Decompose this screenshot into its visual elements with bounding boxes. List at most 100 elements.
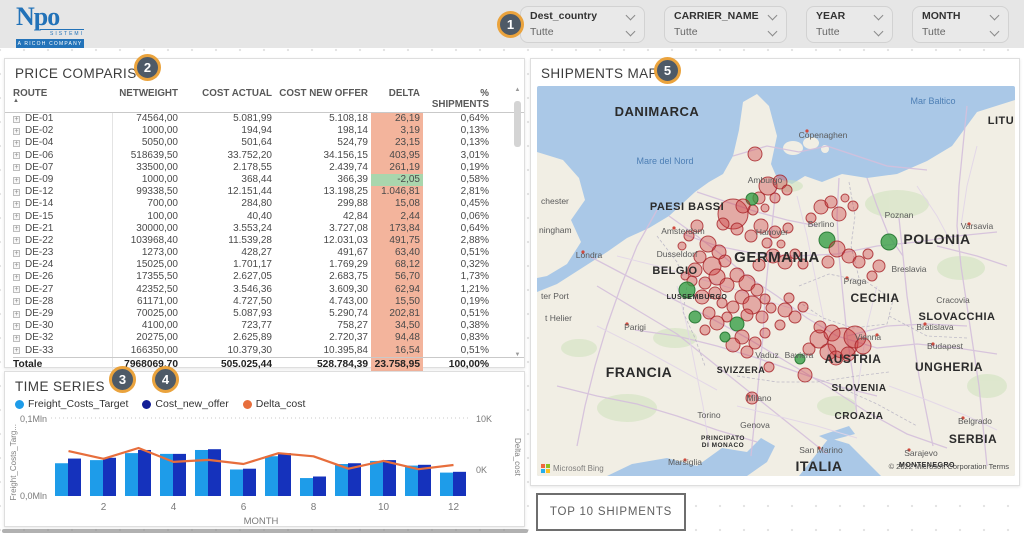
filter-value-row[interactable]: Tutte [922, 26, 999, 38]
table-row[interactable]: +DE-0174564,005.081,995.108,1826,190,64% [13, 113, 524, 125]
table-row[interactable]: +DE-2415025,001.701,171.769,2968,120,32% [13, 259, 524, 271]
chevron-down-icon[interactable] [626, 28, 635, 37]
chevron-down-icon[interactable] [990, 28, 999, 37]
shipment-bubble [762, 238, 772, 248]
pct-shipments-cell: 0,19% [423, 162, 503, 174]
delta-cell: 16,54 [371, 345, 423, 357]
expand-plus-icon[interactable]: + [13, 128, 20, 135]
expand-plus-icon[interactable]: + [13, 189, 20, 196]
chevron-down-icon[interactable] [768, 28, 777, 37]
shipment-bubble [748, 147, 762, 161]
table-scrollbar[interactable]: ▲ ▼ [513, 87, 522, 359]
column-header[interactable]: DELTA [371, 88, 423, 110]
table-row[interactable]: +DE-2617355,502.627,052.683,7556,701,73% [13, 271, 524, 283]
shipment-bubble [766, 303, 776, 313]
scroll-down-icon[interactable]: ▼ [513, 352, 522, 359]
expand-plus-icon[interactable]: + [13, 323, 20, 330]
expand-plus-icon[interactable]: + [13, 201, 20, 208]
shipment-bubble [873, 260, 885, 272]
expand-plus-icon[interactable]: + [13, 262, 20, 269]
filter-year[interactable]: YEAR Tutte [806, 6, 893, 43]
column-header[interactable]: ROUTE▲ [13, 88, 113, 110]
pct-shipments-cell: 0,64% [423, 223, 503, 235]
table-row[interactable]: +DE-0733500,002.178,552.439,74261,190,19… [13, 162, 524, 174]
column-header[interactable]: COST ACTUAL [181, 88, 275, 110]
company-logo: Npo SISTEMI A RICOH COMPANY [16, 4, 88, 48]
horizontal-scrollbar[interactable] [2, 529, 528, 533]
bar-cost-new-offer [68, 459, 81, 496]
shipment-bubble [841, 194, 849, 202]
legend-item[interactable]: Cost_new_offer [142, 398, 228, 410]
chevron-down-icon[interactable] [990, 12, 999, 21]
map-attribution: © 2022 Microsoft Corporation Terms [889, 462, 1009, 471]
legend-item[interactable]: Delta_cost [243, 398, 306, 410]
expand-plus-icon[interactable]: + [13, 274, 20, 281]
column-header[interactable]: COST NEW OFFER [275, 88, 371, 110]
scroll-up-icon[interactable]: ▲ [513, 87, 522, 94]
table-row[interactable]: +DE-091000,00368,44366,39-2,050,58% [13, 174, 524, 186]
column-header[interactable]: % SHIPMENTS [423, 88, 503, 110]
route-cell: +DE-24 [13, 259, 113, 271]
chevron-down-icon[interactable] [874, 12, 883, 21]
filter-dest_country[interactable]: Dest_countryTutte [520, 6, 645, 43]
table-row[interactable]: +DE-33166350,0010.379,3010.395,8416,540,… [13, 345, 524, 357]
table-row[interactable]: +DE-304100,00723,77758,2734,500,38% [13, 320, 524, 332]
expand-plus-icon[interactable]: + [13, 250, 20, 257]
time-series-title: TIME SERIES [5, 372, 524, 394]
expand-plus-icon[interactable]: + [13, 311, 20, 318]
table-row[interactable]: +DE-231273,00428,27491,6763,400,51% [13, 247, 524, 259]
expand-plus-icon[interactable]: + [13, 177, 20, 184]
expand-plus-icon[interactable]: + [13, 213, 20, 220]
expand-plus-icon[interactable]: + [13, 164, 20, 171]
route-cell: +DE-04 [13, 137, 113, 149]
table-row[interactable]: +DE-021000,00194,94198,143,190,13% [13, 125, 524, 137]
filter-value-row[interactable]: Tutte [530, 26, 635, 38]
table-row[interactable]: +DE-06518639,5033.752,2034.156,15403,953… [13, 150, 524, 162]
column-header[interactable]: NETWEIGHT [113, 88, 181, 110]
route-cell: +DE-23 [13, 247, 113, 259]
expand-plus-icon[interactable]: + [13, 152, 20, 159]
expand-plus-icon[interactable]: + [13, 298, 20, 305]
table-row[interactable]: +DE-3220275,002.625,892.720,3794,480,83% [13, 332, 524, 344]
legend-dot-icon [142, 400, 151, 409]
legend-item[interactable]: Freight_Costs_Target [15, 398, 128, 410]
expand-plus-icon[interactable]: + [13, 286, 20, 293]
table-row[interactable]: +DE-045050,00501,64524,7923,150,13% [13, 137, 524, 149]
table-row[interactable]: +DE-14700,00284,80299,8815,080,45% [13, 198, 524, 210]
bar-freight-costs-target [55, 463, 68, 496]
table-row[interactable]: +DE-2130000,003.553,243.727,08173,840,64… [13, 223, 524, 235]
filter-value-row[interactable]: Tutte [816, 26, 883, 38]
map-visual[interactable]: Mare del NordMar BalticoCopenaghenAmburg… [537, 86, 1015, 476]
filter-carrier_name[interactable]: CARRIER_NAMETutte [664, 6, 787, 43]
city-label: Hanover [756, 227, 788, 237]
filter-value: Tutte [674, 26, 698, 38]
expand-plus-icon[interactable]: + [13, 335, 20, 342]
expand-plus-icon[interactable]: + [13, 237, 20, 244]
delta-cell: 173,84 [371, 223, 423, 235]
chevron-down-icon[interactable] [874, 28, 883, 37]
filter-value-row[interactable]: Tutte [674, 26, 777, 38]
table-row[interactable]: +DE-1299338,5012.151,4413.198,251.046,81… [13, 186, 524, 198]
netweight-cell: 42352,50 [113, 284, 181, 296]
table-row[interactable]: +DE-22103968,4011.539,2812.031,03491,752… [13, 235, 524, 247]
netweight-cell: 700,00 [113, 198, 181, 210]
shipment-bubble [761, 204, 769, 212]
route-cell: +DE-07 [13, 162, 113, 174]
chevron-down-icon[interactable] [768, 12, 777, 21]
cost-new-offer-cell: 524,79 [275, 137, 371, 149]
expand-plus-icon[interactable]: + [13, 140, 20, 147]
expand-plus-icon[interactable]: + [13, 347, 20, 354]
filter-label: YEAR [816, 10, 845, 22]
top-10-shipments-button[interactable]: TOP 10 SHIPMENTS [536, 493, 686, 531]
filter-month[interactable]: MONTHTutte [912, 6, 1009, 43]
time-series-chart[interactable]: Freight_Costs_Targ... Delta_cost 0,1Mln0… [5, 410, 524, 532]
expand-plus-icon[interactable]: + [13, 116, 20, 123]
chevron-down-icon[interactable] [626, 12, 635, 21]
expand-plus-icon[interactable]: + [13, 225, 20, 232]
table-row[interactable]: +DE-2742352,503.546,363.609,3062,941,21% [13, 284, 524, 296]
scroll-thumb[interactable] [514, 101, 521, 147]
bar-freight-costs-target [405, 466, 418, 496]
table-row[interactable]: +DE-15100,0040,4042,842,440,06% [13, 211, 524, 223]
table-row[interactable]: +DE-2970025,005.087,935.290,74202,810,51… [13, 308, 524, 320]
table-row[interactable]: +DE-2861171,004.727,504.743,0015,500,19% [13, 296, 524, 308]
